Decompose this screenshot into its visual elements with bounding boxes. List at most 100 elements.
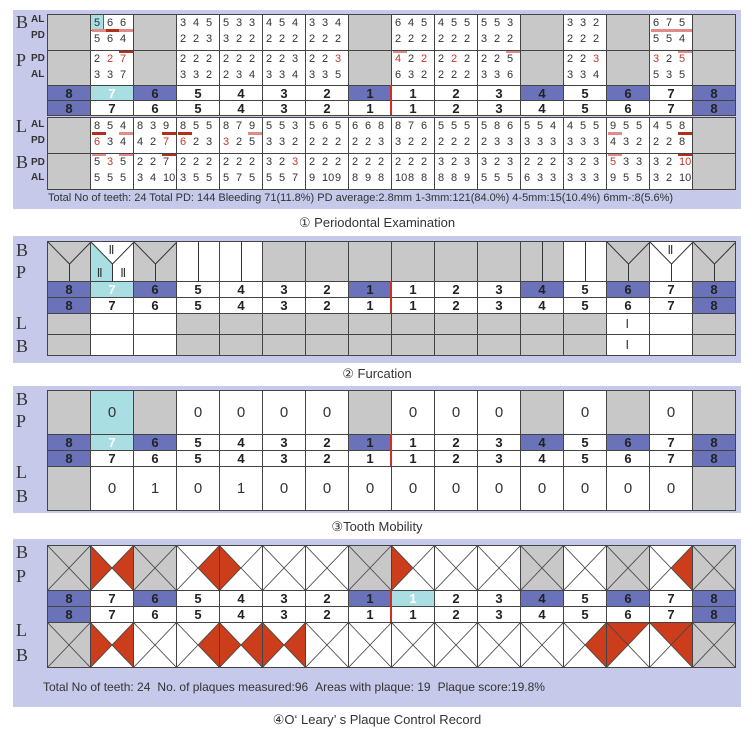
perio-cell-upper-bottom[interactable]: [520, 50, 564, 87]
perio-cell-upper-bottom[interactable]: [348, 50, 392, 87]
plaque-cell-upper[interactable]: [692, 545, 736, 591]
furcation-cell-lower-l[interactable]: [176, 313, 220, 335]
tooth-number-lower[interactable]: 2: [305, 100, 349, 116]
plaque-cell-upper[interactable]: [649, 545, 693, 591]
tooth-number-lower[interactable]: 3: [477, 297, 521, 314]
tooth-number-upper[interactable]: 3: [477, 85, 521, 101]
tooth-number-lower[interactable]: 5: [563, 450, 607, 467]
tooth-number-lower[interactable]: 2: [434, 100, 478, 116]
tooth-number-lower[interactable]: 5: [563, 606, 607, 623]
tooth-number-lower[interactable]: 7: [649, 606, 693, 623]
perio-cell-lower-bottom[interactable]: 2 2 2 9 10 9: [305, 153, 349, 190]
tooth-number-upper[interactable]: 6: [606, 434, 650, 451]
tooth-number-upper[interactable]: 5: [176, 281, 220, 298]
tooth-number-lower[interactable]: 3: [477, 450, 521, 467]
mobility-cell-lower[interactable]: 0: [176, 466, 220, 511]
furcation-cell-lower-l[interactable]: [305, 313, 349, 335]
tooth-number-upper[interactable]: 5: [563, 85, 607, 101]
tooth-number-upper[interactable]: 5: [563, 434, 607, 451]
tooth-number-lower[interactable]: 1: [391, 100, 435, 116]
furcation-cell-lower-b[interactable]: [434, 334, 478, 356]
tooth-number-lower[interactable]: 1: [348, 450, 392, 467]
tooth-number-upper[interactable]: 3: [477, 590, 521, 607]
plaque-cell-upper[interactable]: [90, 545, 134, 591]
tooth-number-lower[interactable]: 1: [348, 100, 392, 116]
furcation-cell-lower-l[interactable]: [520, 313, 564, 335]
tooth-number-upper[interactable]: 2: [305, 590, 349, 607]
mobility-cell-lower[interactable]: 0: [477, 466, 521, 511]
mobility-cell-lower[interactable]: 0: [305, 466, 349, 511]
tooth-number-upper[interactable]: 2: [305, 85, 349, 101]
furcation-cell-upper[interactable]: [692, 241, 736, 282]
tooth-number-lower[interactable]: 7: [649, 100, 693, 116]
tooth-number-lower[interactable]: 4: [520, 100, 564, 116]
plaque-cell-upper[interactable]: [176, 545, 220, 591]
plaque-cell-lower[interactable]: [90, 622, 134, 668]
furcation-cell-lower-l[interactable]: [563, 313, 607, 335]
tooth-number-upper[interactable]: 3: [477, 281, 521, 298]
furcation-cell-lower-l[interactable]: [90, 313, 134, 335]
tooth-number-lower[interactable]: 7: [90, 297, 134, 314]
tooth-number-upper[interactable]: 7: [649, 590, 693, 607]
tooth-number-upper[interactable]: 8: [47, 281, 91, 298]
mobility-cell-lower[interactable]: 0: [520, 466, 564, 511]
tooth-number-upper[interactable]: 5: [176, 85, 220, 101]
tooth-number-upper[interactable]: 2: [434, 434, 478, 451]
plaque-cell-lower[interactable]: [219, 622, 263, 668]
tooth-number-lower[interactable]: 5: [176, 297, 220, 314]
tooth-number-upper[interactable]: 7: [649, 281, 693, 298]
perio-cell-upper-bottom[interactable]: [47, 50, 91, 87]
tooth-number-upper[interactable]: 4: [219, 281, 263, 298]
furcation-cell-upper[interactable]: [606, 241, 650, 282]
mobility-cell-upper[interactable]: [692, 390, 736, 435]
plaque-cell-upper[interactable]: [305, 545, 349, 591]
mobility-cell-lower[interactable]: 0: [391, 466, 435, 511]
tooth-number-lower[interactable]: 1: [391, 450, 435, 467]
plaque-cell-lower[interactable]: [262, 622, 306, 668]
mobility-cell-lower[interactable]: 1: [133, 466, 177, 511]
plaque-cell-upper[interactable]: [348, 545, 392, 591]
perio-cell-upper-bottom[interactable]: [606, 50, 650, 87]
furcation-cell-upper[interactable]: [520, 241, 564, 282]
tooth-number-upper[interactable]: 2: [305, 434, 349, 451]
plaque-cell-lower[interactable]: [391, 622, 435, 668]
furcation-cell-upper[interactable]: [348, 241, 392, 282]
furcation-cell-lower-b[interactable]: [477, 334, 521, 356]
furcation-cell-lower-b[interactable]: [262, 334, 306, 356]
mobility-cell-upper[interactable]: [520, 390, 564, 435]
tooth-number-lower[interactable]: 5: [563, 297, 607, 314]
tooth-number-lower[interactable]: 8: [692, 100, 736, 116]
tooth-number-lower[interactable]: 8: [47, 297, 91, 314]
tooth-number-upper[interactable]: 1: [391, 434, 435, 451]
tooth-number-lower[interactable]: 6: [606, 100, 650, 116]
furcation-cell-upper[interactable]: [219, 241, 263, 282]
furcation-cell-lower-b[interactable]: [520, 334, 564, 356]
tooth-number-upper[interactable]: 1: [348, 85, 392, 101]
perio-cell-lower-top[interactable]: [47, 117, 91, 154]
tooth-number-upper[interactable]: 2: [434, 85, 478, 101]
plaque-cell-upper[interactable]: [434, 545, 478, 591]
mobility-cell-upper[interactable]: [348, 390, 392, 435]
tooth-number-upper[interactable]: 4: [520, 434, 564, 451]
tooth-number-lower[interactable]: 2: [305, 450, 349, 467]
perio-cell-upper-top[interactable]: [520, 14, 564, 51]
tooth-number-lower[interactable]: 4: [520, 606, 564, 623]
